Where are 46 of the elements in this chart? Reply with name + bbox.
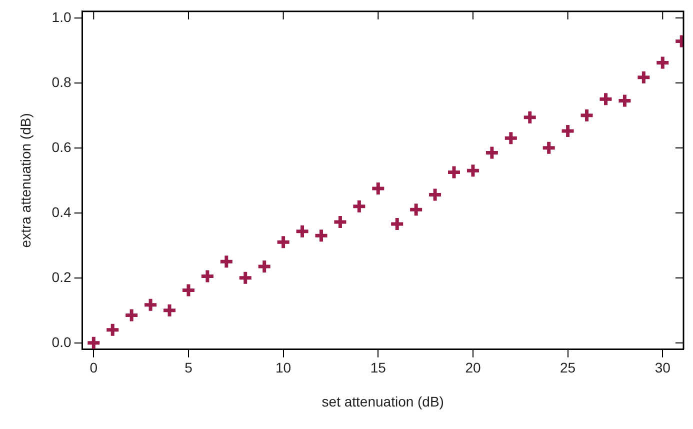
point [370,180,386,196]
point [332,214,348,230]
point [654,55,670,70]
point [427,186,443,202]
point [484,145,500,161]
point [465,162,481,178]
y-tick-label: 0.6 [52,138,72,155]
point [104,322,120,338]
point [503,130,519,146]
y-tick-label: 0.0 [52,334,72,350]
x-axis-title: set attenuation (dB) [322,393,444,410]
y-tick-label: 1.0 [52,8,72,25]
point [579,108,595,124]
x-tick-label: 25 [560,360,576,376]
y-tick-label: 0.2 [52,268,72,285]
point [142,297,158,313]
point [313,228,329,244]
x-tick-label: 15 [370,360,386,376]
point [598,91,614,107]
point [162,302,178,318]
x-tick-label: 5 [184,360,193,376]
point [522,110,538,126]
point [200,268,216,284]
point [636,70,652,86]
point [276,234,292,250]
x-tick-label: 10 [276,360,292,376]
point [256,258,272,274]
y-tick-label: 0.4 [52,204,72,220]
point [238,270,254,286]
y-axis-title: extra attenuation (dB) [17,113,34,248]
point [218,254,234,270]
point [541,140,557,156]
point [86,335,102,350]
point [124,308,140,324]
point [560,123,576,139]
point [294,224,310,240]
y-tick-label: 0.8 [52,74,72,90]
x-tick-label: 20 [465,360,481,376]
x-tick-label: 30 [654,360,671,376]
point [408,202,424,218]
x-tick-label: 0 [90,360,98,376]
point [616,93,632,109]
point [351,198,367,214]
point [389,216,405,232]
point [180,282,196,298]
point [446,164,462,180]
